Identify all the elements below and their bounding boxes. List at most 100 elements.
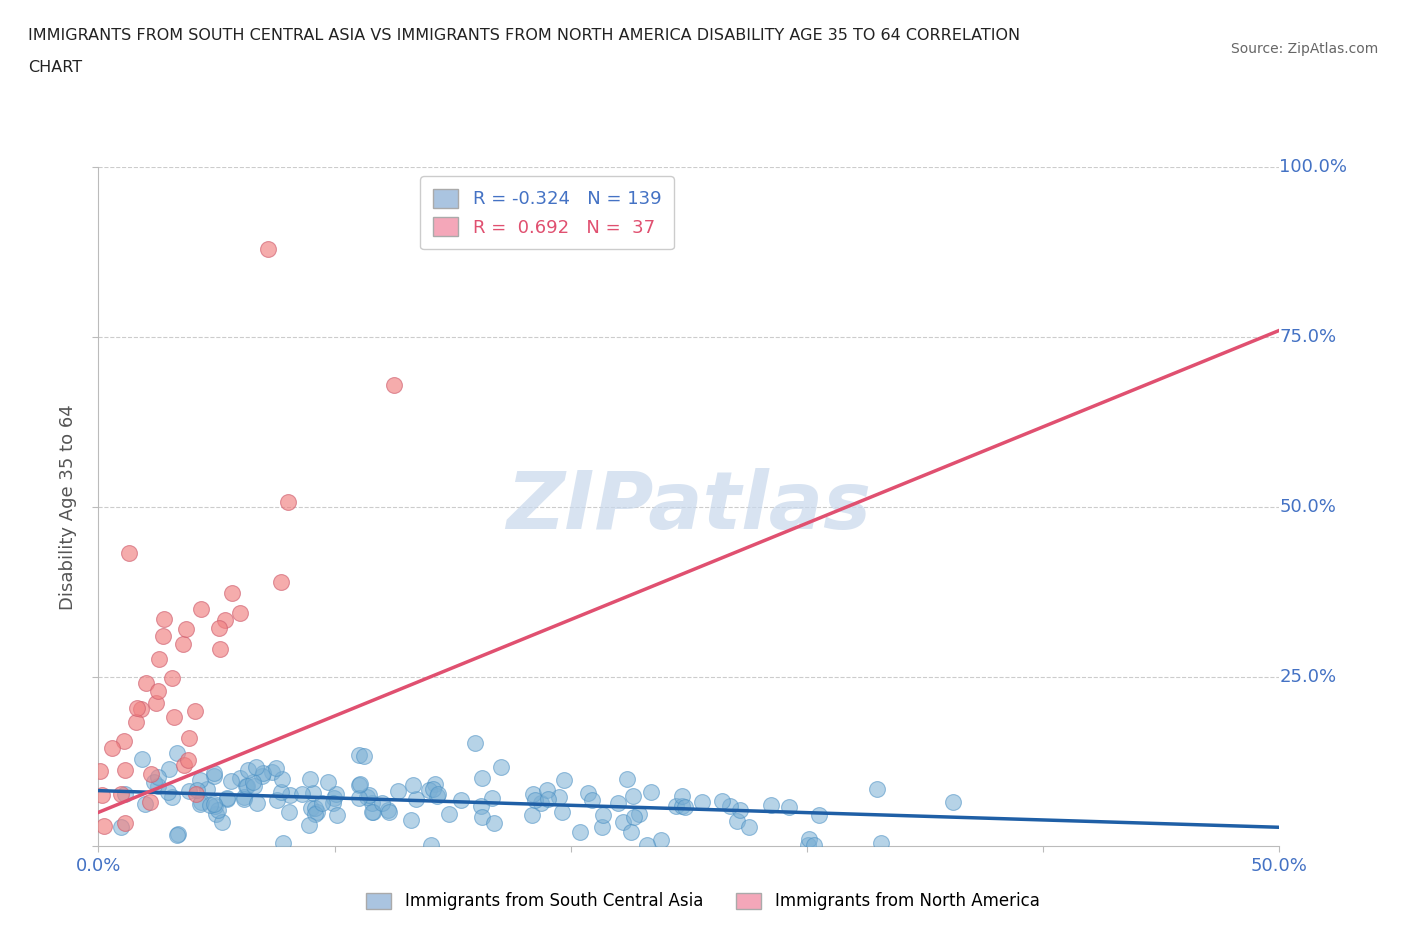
- Point: [252, 765, 274, 780]
- Point: [621, 789, 644, 804]
- Point: [143, 775, 166, 790]
- Point: [797, 838, 820, 853]
- Text: Source: ZipAtlas.com: Source: ZipAtlas.com: [1230, 42, 1378, 56]
- Point: [139, 767, 162, 782]
- Point: [146, 684, 169, 698]
- Point: [135, 675, 157, 690]
- Point: [363, 804, 385, 819]
- Point: [482, 816, 505, 830]
- Point: [671, 789, 693, 804]
- Point: [271, 835, 294, 850]
- Point: [427, 787, 450, 802]
- Point: [257, 242, 280, 257]
- Point: [204, 798, 226, 813]
- Point: [942, 794, 965, 809]
- Point: [163, 710, 186, 724]
- Point: [550, 804, 572, 819]
- Text: IMMIGRANTS FROM SOUTH CENTRAL ASIA VS IMMIGRANTS FROM NORTH AMERICA DISABILITY A: IMMIGRANTS FROM SOUTH CENTRAL ASIA VS IM…: [28, 28, 1021, 43]
- Point: [131, 751, 153, 766]
- Point: [202, 797, 225, 812]
- Point: [620, 825, 643, 840]
- Point: [157, 785, 180, 800]
- Point: [177, 784, 200, 799]
- Text: 25.0%: 25.0%: [1279, 668, 1337, 685]
- Point: [270, 785, 292, 800]
- Point: [114, 763, 136, 777]
- Point: [243, 778, 266, 793]
- Point: [139, 795, 162, 810]
- Point: [114, 787, 136, 802]
- Point: [242, 775, 264, 790]
- Point: [298, 817, 321, 832]
- Point: [808, 808, 831, 823]
- Point: [522, 787, 544, 802]
- Point: [160, 671, 183, 685]
- Point: [90, 788, 112, 803]
- Point: [387, 783, 409, 798]
- Point: [232, 790, 254, 804]
- Point: [152, 611, 174, 626]
- Point: [186, 782, 208, 797]
- Point: [799, 831, 821, 846]
- Point: [471, 810, 494, 825]
- Point: [172, 637, 194, 652]
- Point: [221, 585, 243, 600]
- Point: [190, 602, 212, 617]
- Point: [304, 801, 326, 816]
- Point: [266, 792, 288, 807]
- Point: [323, 790, 346, 805]
- Point: [291, 787, 314, 802]
- Text: 50.0%: 50.0%: [1279, 498, 1336, 516]
- Y-axis label: Disability Age 35 to 64: Disability Age 35 to 64: [59, 404, 77, 610]
- Point: [100, 740, 122, 755]
- Point: [536, 791, 558, 806]
- Point: [205, 806, 228, 821]
- Point: [673, 800, 696, 815]
- Point: [299, 771, 322, 786]
- Point: [405, 792, 427, 807]
- Point: [326, 808, 349, 823]
- Point: [177, 752, 200, 767]
- Text: 100.0%: 100.0%: [1279, 158, 1347, 177]
- Point: [325, 787, 347, 802]
- Point: [134, 797, 156, 812]
- Point: [360, 796, 382, 811]
- Point: [759, 798, 782, 813]
- Point: [803, 838, 825, 853]
- Point: [211, 815, 233, 830]
- Point: [207, 803, 229, 817]
- Point: [148, 652, 170, 667]
- Point: [299, 801, 322, 816]
- Point: [866, 781, 889, 796]
- Point: [184, 787, 207, 802]
- Point: [235, 779, 257, 794]
- Point: [160, 790, 183, 804]
- Point: [378, 804, 401, 819]
- Point: [89, 764, 111, 778]
- Point: [423, 777, 446, 791]
- Point: [690, 795, 713, 810]
- Point: [229, 605, 252, 620]
- Point: [146, 769, 169, 784]
- Point: [347, 790, 370, 805]
- Point: [636, 838, 658, 853]
- Point: [361, 804, 384, 819]
- Point: [229, 771, 252, 786]
- Point: [198, 798, 221, 813]
- Point: [304, 806, 326, 821]
- Point: [173, 757, 195, 772]
- Point: [270, 575, 292, 590]
- Point: [357, 788, 380, 803]
- Point: [118, 545, 141, 560]
- Point: [188, 797, 211, 812]
- Point: [264, 760, 287, 775]
- Point: [271, 772, 294, 787]
- Point: [152, 629, 174, 644]
- Point: [725, 813, 748, 828]
- Point: [129, 701, 152, 716]
- Point: [738, 820, 761, 835]
- Point: [311, 795, 333, 810]
- Point: [305, 804, 328, 819]
- Point: [450, 793, 472, 808]
- Point: [110, 820, 132, 835]
